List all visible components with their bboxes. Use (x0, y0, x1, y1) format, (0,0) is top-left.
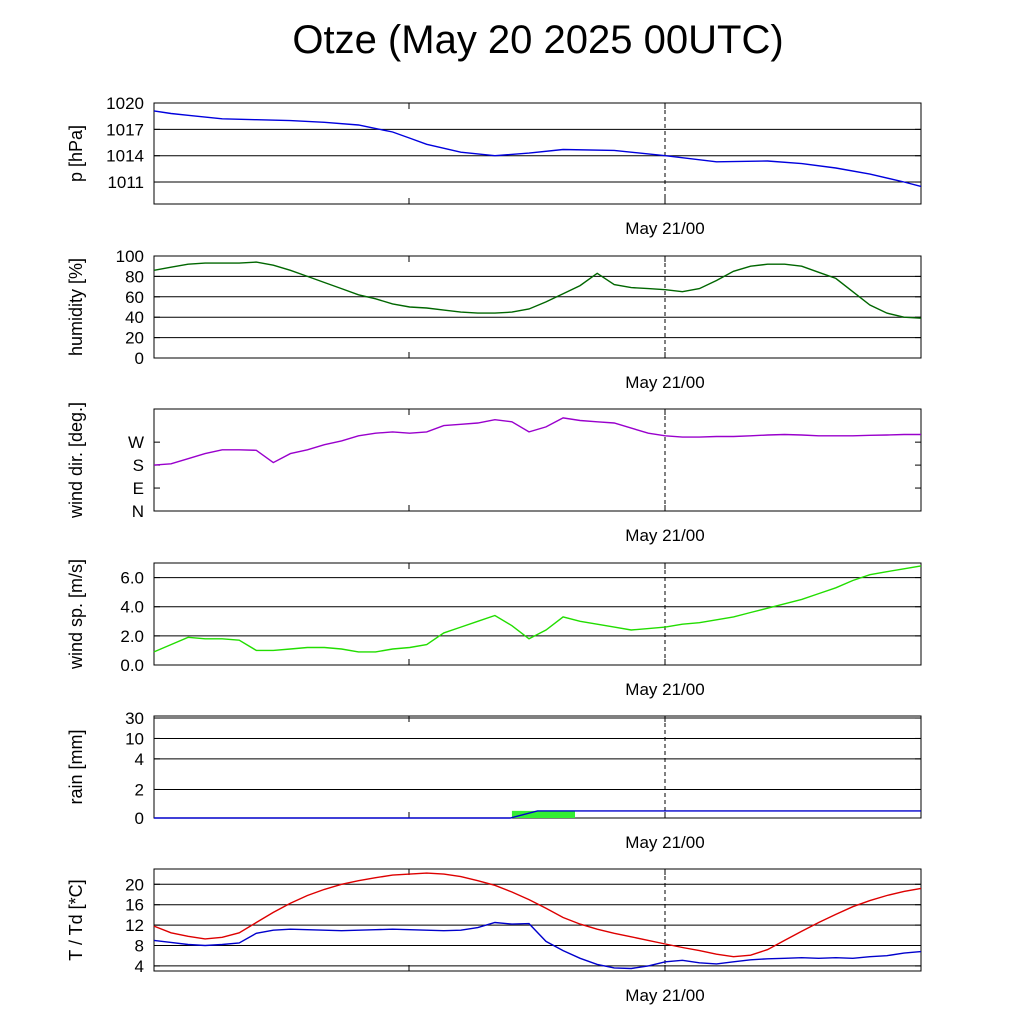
temperature-y-tick-label: 12 (125, 916, 144, 935)
wind_direction-y-axis-title: wind dir. [deg.] (66, 402, 86, 519)
wind_speed-y-tick-label: 0.0 (120, 656, 144, 675)
rain-series-line-0 (154, 810, 921, 819)
humidity-y-tick-label: 100 (116, 247, 144, 266)
humidity-y-tick-label: 20 (125, 329, 144, 348)
temperature-frame (153, 868, 922, 972)
pressure-y-tick-label: 1020 (106, 94, 144, 113)
humidity-y-tick-label: 0 (135, 349, 144, 368)
wind_speed-series-line-0 (153, 565, 922, 653)
wind_direction-y-tick-label: W (128, 433, 144, 452)
temperature-date-label: May 21/00 (625, 986, 704, 1005)
humidity-date-label: May 21/00 (625, 373, 704, 392)
wind_speed-frame (153, 562, 922, 666)
rain-y-tick-label: 4 (135, 750, 144, 769)
wind_speed-y-tick-label: 4.0 (120, 598, 144, 617)
temperature-y-tick-label: 4 (135, 957, 144, 976)
wind_direction-y-tick-label: N (132, 502, 144, 521)
humidity-y-tick-label: 60 (125, 288, 144, 307)
wind_direction-y-tick-label: E (133, 479, 144, 498)
humidity-y-tick-label: 40 (125, 308, 144, 327)
wind_speed-y-axis-title: wind sp. [m/s] (66, 559, 86, 670)
wind_speed-date-label: May 21/00 (625, 680, 704, 699)
chart-title: Otze (May 20 2025 00UTC) (292, 18, 784, 62)
pressure-frame (153, 102, 922, 205)
wind_direction-date-label: May 21/00 (625, 526, 704, 545)
temperature-series-line-1 (153, 921, 922, 970)
rain-y-tick-label: 30 (125, 709, 144, 728)
pressure-y-tick-label: 1011 (107, 173, 144, 192)
humidity-y-axis-title: humidity [%] (66, 258, 86, 356)
humidity-y-tick-label: 80 (125, 267, 144, 286)
pressure-series-line-0 (153, 110, 922, 188)
rain-y-axis-title: rain [mm] (66, 729, 86, 804)
rain-y-tick-label: 0 (135, 809, 144, 828)
wind_direction-y-tick-label: S (133, 456, 144, 475)
humidity-series-line-0 (153, 261, 922, 319)
temperature-y-tick-label: 16 (125, 896, 144, 915)
rain-y-tick-label: 10 (125, 729, 144, 748)
wind_speed-y-tick-label: 2.0 (120, 627, 144, 646)
wind_direction-series-line-0 (153, 417, 921, 466)
rain-rain-bar (511, 810, 575, 818)
rain-y-tick-label: 2 (135, 780, 144, 799)
rain-date-label: May 21/00 (625, 833, 704, 852)
humidity-frame (153, 255, 922, 359)
pressure-y-tick-label: 1017 (106, 120, 144, 139)
temperature-y-tick-label: 20 (125, 875, 144, 894)
temperature-y-axis-title: T / Td [*C] (66, 879, 86, 960)
wind_direction-frame (153, 408, 922, 512)
wind_speed-y-tick-label: 6.0 (120, 569, 144, 588)
temperature-y-tick-label: 8 (135, 937, 144, 956)
rain-frame (153, 715, 922, 819)
temperature-series-line-0 (153, 872, 922, 958)
pressure-y-tick-label: 1014 (106, 147, 144, 166)
pressure-y-axis-title: p [hPa] (66, 125, 86, 182)
pressure-date-label: May 21/00 (625, 219, 704, 238)
